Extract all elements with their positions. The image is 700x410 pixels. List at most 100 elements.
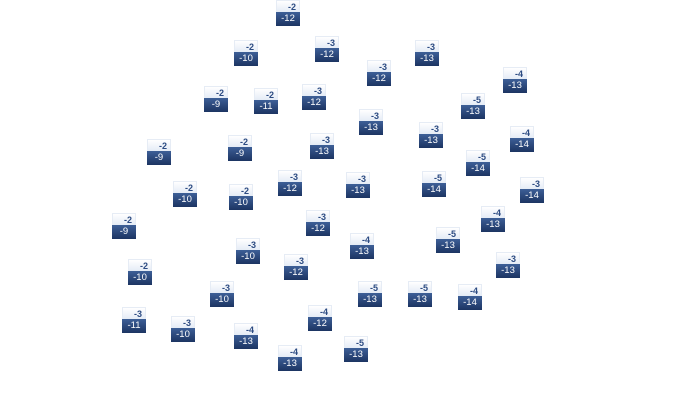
node-label[interactable]: -3 -10 <box>171 316 195 342</box>
node-label[interactable]: -5 -13 <box>461 93 485 119</box>
node-label[interactable]: -4 -13 <box>503 67 527 93</box>
node-label[interactable]: -4 -12 <box>308 305 332 331</box>
node-label[interactable]: -2 -10 <box>173 181 197 207</box>
node-label[interactable]: -3 -13 <box>346 172 370 198</box>
node-value-bottom: -10 <box>234 52 258 66</box>
node-label[interactable]: -2 -9 <box>228 135 252 161</box>
node-label[interactable]: -3 -14 <box>520 177 544 203</box>
node-label[interactable]: -3 -10 <box>236 238 260 264</box>
node-value-bottom: -9 <box>204 98 228 112</box>
node-label[interactable]: -2 -10 <box>234 40 258 66</box>
node-label[interactable]: -2 -10 <box>229 184 253 210</box>
node-label[interactable]: -4 -13 <box>481 206 505 232</box>
node-value-top: -2 <box>112 213 136 225</box>
node-value-bottom: -13 <box>481 218 505 232</box>
node-label[interactable]: -3 -13 <box>496 252 520 278</box>
node-value-bottom: -10 <box>128 271 152 285</box>
node-label[interactable]: -2 -9 <box>204 86 228 112</box>
node-value-top: -2 <box>229 184 253 196</box>
node-label[interactable]: -3 -12 <box>284 254 308 280</box>
node-value-top: -3 <box>419 122 443 134</box>
node-label[interactable]: -5 -14 <box>422 171 446 197</box>
node-value-top: -3 <box>278 170 302 182</box>
node-label[interactable]: -3 -13 <box>359 109 383 135</box>
node-label[interactable]: -5 -13 <box>344 336 368 362</box>
node-value-top: -2 <box>128 259 152 271</box>
node-label[interactable]: -2 -12 <box>276 0 300 26</box>
node-value-bottom: -12 <box>278 182 302 196</box>
node-value-top: -3 <box>236 238 260 250</box>
node-label[interactable]: -2 -9 <box>147 139 171 165</box>
node-value-bottom: -11 <box>122 319 146 333</box>
node-label[interactable]: -3 -12 <box>367 60 391 86</box>
node-value-top: -3 <box>315 36 339 48</box>
node-label[interactable]: -3 -12 <box>315 36 339 62</box>
node-label[interactable]: -2 -11 <box>254 88 278 114</box>
node-value-top: -3 <box>415 40 439 52</box>
node-label[interactable]: -3 -12 <box>278 170 302 196</box>
node-value-top: -3 <box>367 60 391 72</box>
node-value-top: -2 <box>254 88 278 100</box>
node-value-top: -3 <box>520 177 544 189</box>
node-label[interactable]: -4 -13 <box>234 323 258 349</box>
node-label[interactable]: -4 -13 <box>278 345 302 371</box>
node-value-top: -3 <box>310 133 334 145</box>
node-value-top: -2 <box>276 0 300 12</box>
node-label[interactable]: -4 -14 <box>510 126 534 152</box>
node-value-bottom: -14 <box>520 189 544 203</box>
node-label[interactable]: -3 -12 <box>302 84 326 110</box>
node-value-top: -2 <box>147 139 171 151</box>
node-value-top: -4 <box>503 67 527 79</box>
node-label[interactable]: -3 -13 <box>415 40 439 66</box>
node-label[interactable]: -4 -14 <box>458 284 482 310</box>
node-label[interactable]: -5 -13 <box>358 281 382 307</box>
node-label[interactable]: -2 -9 <box>112 213 136 239</box>
node-label[interactable]: -3 -13 <box>419 122 443 148</box>
node-value-top: -5 <box>422 171 446 183</box>
node-label[interactable]: -3 -10 <box>210 281 234 307</box>
node-value-bottom: -13 <box>496 264 520 278</box>
node-value-bottom: -13 <box>310 145 334 159</box>
node-value-top: -5 <box>344 336 368 348</box>
node-label[interactable]: -5 -14 <box>466 150 490 176</box>
node-label[interactable]: -2 -10 <box>128 259 152 285</box>
node-label[interactable]: -4 -13 <box>350 233 374 259</box>
node-value-top: -4 <box>308 305 332 317</box>
node-label[interactable]: -3 -12 <box>306 210 330 236</box>
node-value-top: -4 <box>510 126 534 138</box>
node-value-bottom: -12 <box>284 266 308 280</box>
node-value-top: -3 <box>284 254 308 266</box>
node-value-top: -5 <box>436 227 460 239</box>
node-label[interactable]: -5 -13 <box>436 227 460 253</box>
node-label[interactable]: -5 -13 <box>408 281 432 307</box>
node-value-top: -2 <box>234 40 258 52</box>
node-value-bottom: -9 <box>147 151 171 165</box>
node-value-bottom: -13 <box>234 335 258 349</box>
node-value-top: -3 <box>306 210 330 222</box>
node-value-top: -2 <box>173 181 197 193</box>
node-value-bottom: -13 <box>436 239 460 253</box>
node-label[interactable]: -3 -13 <box>310 133 334 159</box>
node-value-top: -5 <box>466 150 490 162</box>
node-value-bottom: -9 <box>228 147 252 161</box>
node-value-bottom: -14 <box>510 138 534 152</box>
node-value-bottom: -13 <box>359 121 383 135</box>
node-value-bottom: -12 <box>302 96 326 110</box>
node-value-bottom: -14 <box>466 162 490 176</box>
node-value-top: -3 <box>122 307 146 319</box>
node-value-top: -5 <box>461 93 485 105</box>
node-value-bottom: -13 <box>346 184 370 198</box>
node-label[interactable]: -3 -11 <box>122 307 146 333</box>
node-value-top: -3 <box>346 172 370 184</box>
node-value-top: -2 <box>228 135 252 147</box>
node-value-bottom: -10 <box>171 328 195 342</box>
node-value-bottom: -13 <box>344 348 368 362</box>
node-value-top: -4 <box>234 323 258 335</box>
node-value-top: -5 <box>408 281 432 293</box>
node-value-bottom: -12 <box>308 317 332 331</box>
node-value-bottom: -14 <box>422 183 446 197</box>
node-value-top: -3 <box>496 252 520 264</box>
node-value-top: -3 <box>302 84 326 96</box>
node-value-bottom: -12 <box>306 222 330 236</box>
